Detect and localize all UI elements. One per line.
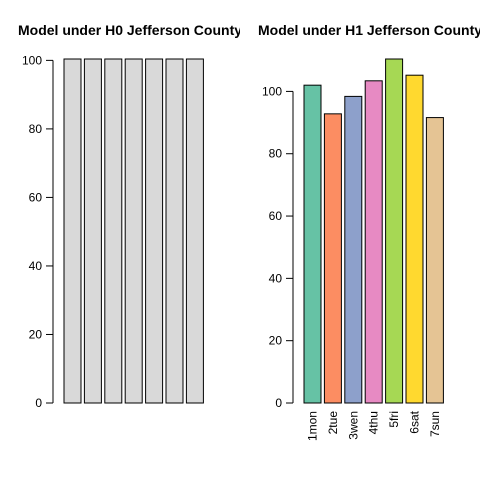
- chart-title: Model under H1 Jefferson County: [258, 22, 480, 38]
- x-category-label: 6sat: [408, 410, 422, 433]
- y-tick-label: 80: [269, 147, 283, 161]
- bar-3wen: [344, 95, 363, 404]
- bar-2tue: [83, 58, 102, 404]
- chart-panel-h1: Model under H1 Jefferson County 0 20 40 60 80…: [258, 22, 480, 441]
- y-tick-label: 100: [262, 84, 282, 98]
- bar-1mon: [303, 84, 322, 404]
- x-category-label: 5fri: [387, 411, 401, 428]
- x-category-label: 1mon: [306, 411, 320, 441]
- bar-7sun: [425, 117, 444, 404]
- bar-6sat: [165, 58, 184, 404]
- chart-panel-h0: Model under H0 Jefferson County 0 20 40 60 80…: [18, 22, 242, 410]
- bar-5fri: [145, 58, 164, 404]
- bar-6sat: [405, 74, 424, 404]
- x-category-label: 4thu: [367, 411, 381, 434]
- y-tick-label: 20: [29, 327, 43, 341]
- x-category-label: 3wen: [346, 411, 360, 440]
- bar-2tue: [323, 113, 342, 404]
- x-category-label: 2tue: [326, 411, 340, 435]
- bar-4thu: [124, 58, 143, 404]
- bar-1mon: [63, 58, 82, 404]
- bar-7sun: [185, 58, 204, 404]
- y-tick-label: 40: [29, 259, 43, 273]
- y-tick-label: 80: [29, 122, 43, 136]
- chart-title: Model under H0 Jefferson County: [18, 22, 242, 38]
- y-tick-label: 0: [275, 396, 282, 410]
- x-category-label: 7sun: [428, 411, 442, 437]
- y-tick-label: 20: [269, 334, 283, 348]
- y-tick-label: 40: [269, 271, 283, 285]
- y-tick-label: 60: [269, 209, 283, 223]
- y-tick-label: 0: [35, 396, 42, 410]
- y-tick-label: 60: [29, 190, 43, 204]
- y-tick-label: 100: [22, 53, 42, 67]
- bar-4thu: [364, 80, 383, 404]
- bar-3wen: [104, 58, 123, 404]
- bar-5fri: [385, 58, 404, 404]
